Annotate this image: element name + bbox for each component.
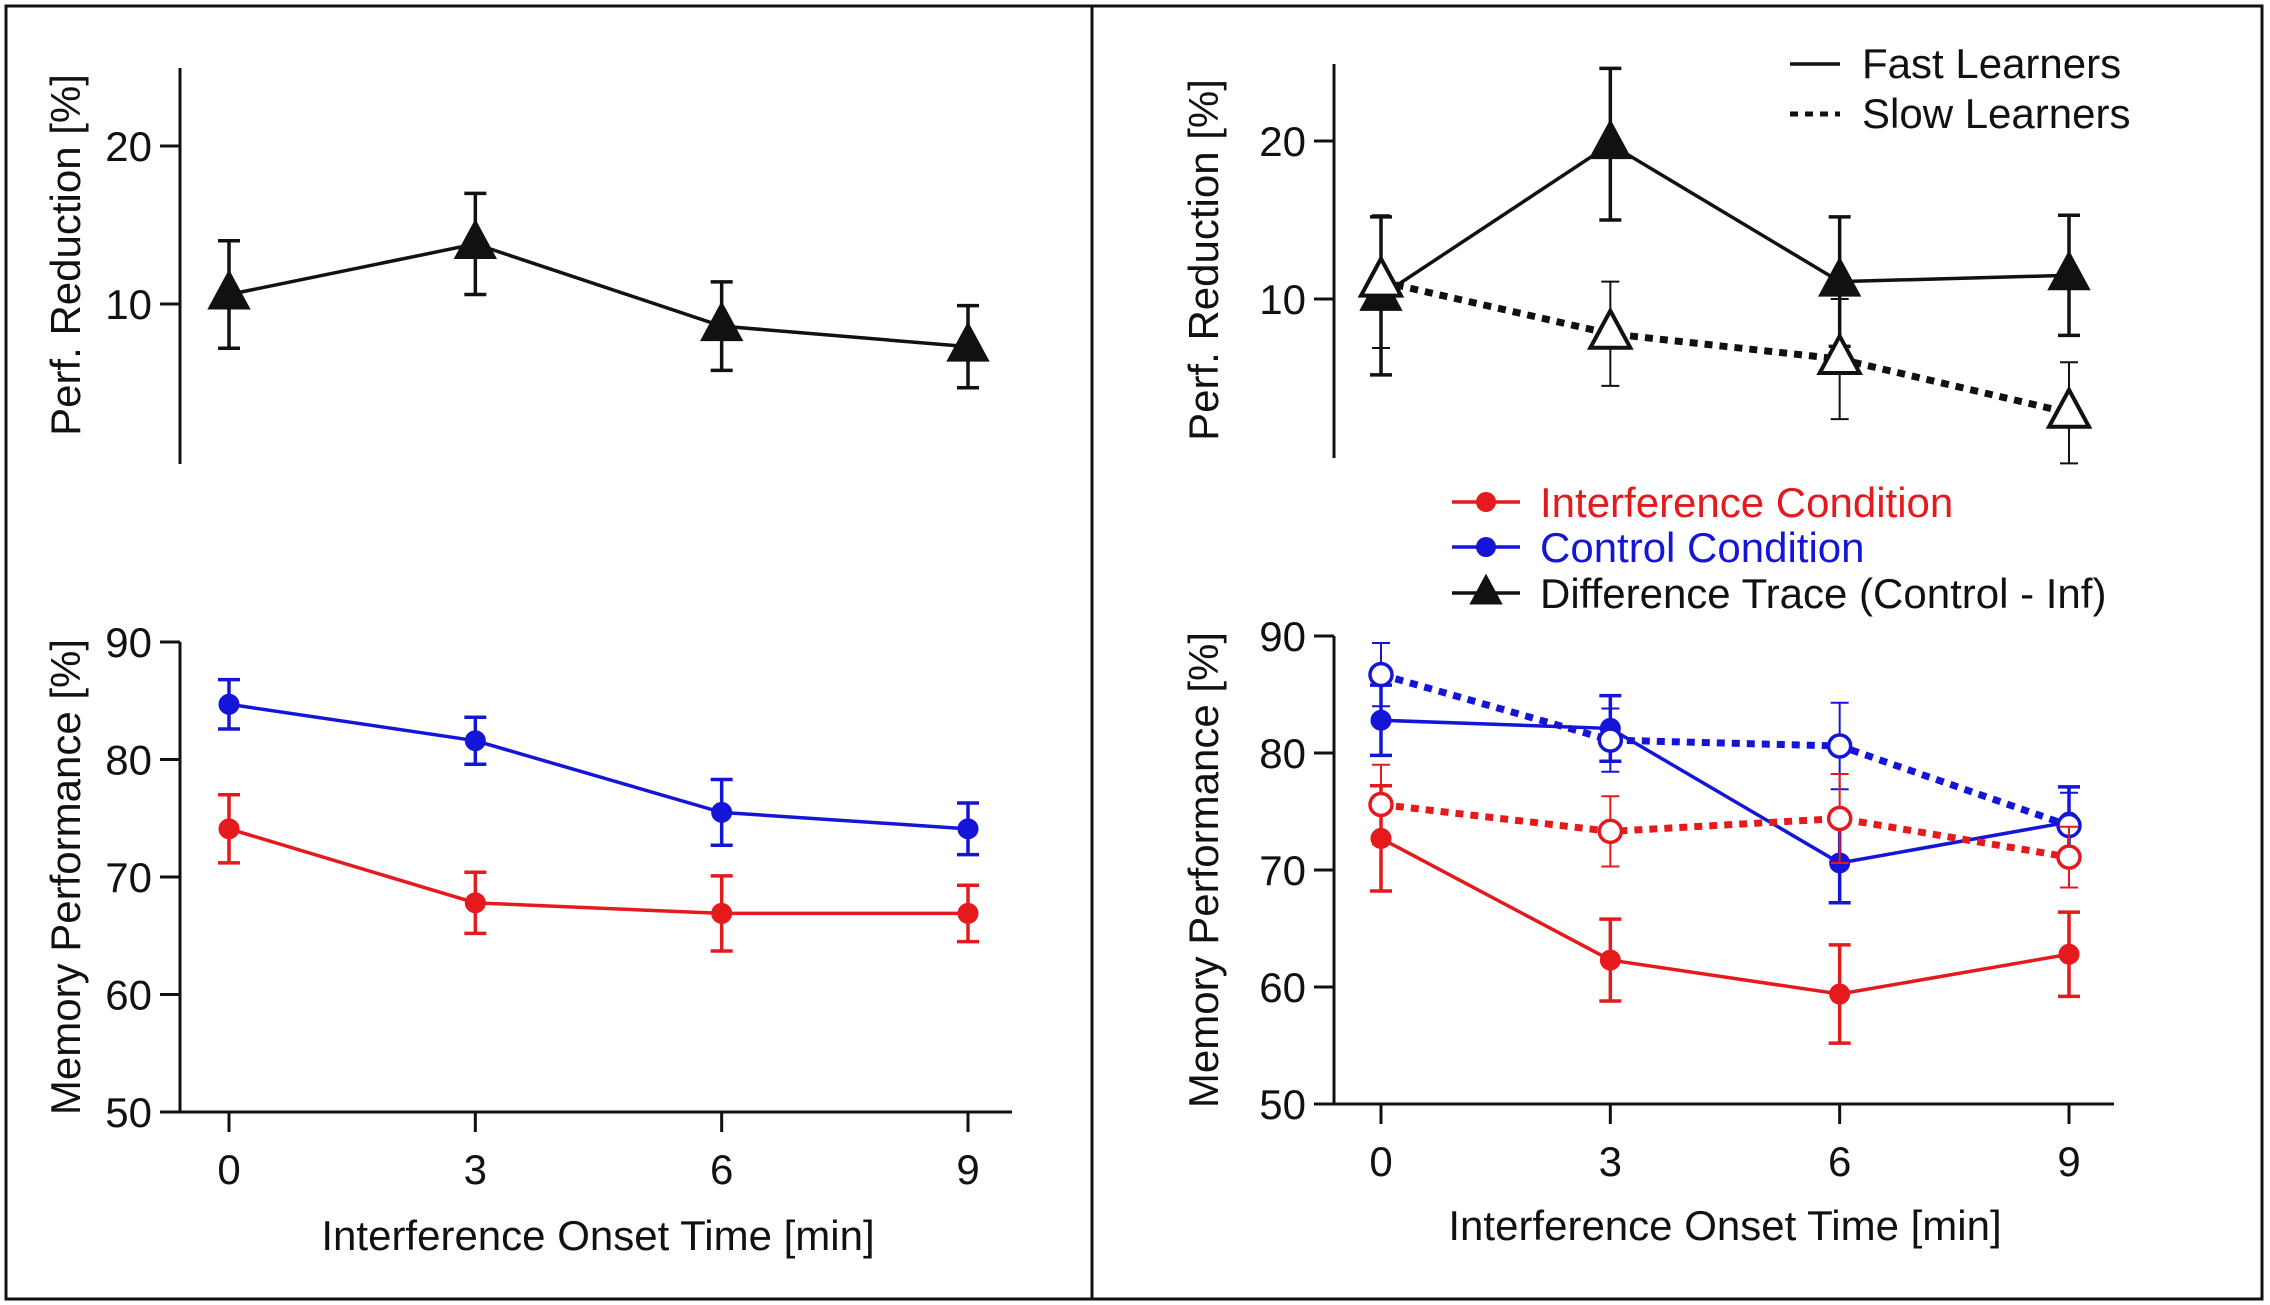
data-point-circle: [1368, 661, 1394, 688]
y-tick-label: 80: [105, 737, 152, 784]
data-point-circle: [1599, 949, 1621, 971]
legend-circle-marker: [1476, 492, 1496, 512]
y-tick-label: 20: [1259, 118, 1306, 165]
y-axis-title: Perf. Reduction [%]: [42, 74, 89, 436]
figure-frame: [4, 4, 2264, 1301]
y-axis-title: Memory Performance [%]: [42, 639, 89, 1115]
data-point-circle: [1826, 805, 1853, 832]
x-tick-label: 9: [2057, 1138, 2080, 1185]
data-point-circle: [464, 892, 486, 914]
data-point-circle: [1597, 727, 1624, 753]
y-tick-label: 10: [1259, 276, 1306, 323]
y-axis-title: Memory Performance [%]: [1180, 632, 1227, 1108]
data-point-triangle: [946, 321, 990, 362]
series-line: [228, 702, 969, 831]
series-line: [1380, 142, 2070, 298]
x-tick-label: 3: [1599, 1138, 1622, 1185]
series-line: [1380, 671, 2071, 829]
x-tick-label: 6: [710, 1146, 733, 1193]
x-tick-label: 6: [1828, 1138, 1851, 1185]
x-tick-label: 3: [464, 1146, 487, 1193]
data-point-triangle: [453, 218, 498, 259]
legend-label: Control Condition: [1540, 524, 1865, 571]
data-point-triangle: [1586, 306, 1634, 350]
data-point-circle: [1826, 733, 1853, 759]
y-axis-title: Perf. Reduction [%]: [1180, 79, 1227, 441]
data-point-circle: [1370, 709, 1392, 731]
panel-left-top-chart: 10 20 Perf. Reduction [%]: [42, 68, 990, 464]
data-point-circle: [1368, 791, 1394, 818]
data-point-circle: [957, 818, 979, 840]
y-tick-label: 90: [1259, 613, 1306, 660]
x-tick-label: 9: [956, 1146, 979, 1193]
series-line: [1380, 801, 2070, 861]
data-point-triangle: [1817, 256, 1862, 297]
data-point-circle: [464, 730, 486, 752]
legend-label: Difference Trace (Control - Inf): [1540, 570, 2106, 617]
panel-right-bottom-chart: 50 60 70 80 90 Memory Performance [%] 0 3 6 9 Inte…: [1180, 613, 2114, 1249]
y-tick-label: 20: [105, 123, 152, 170]
x-tick-label: 0: [217, 1146, 240, 1193]
data-point-circle: [711, 902, 733, 924]
y-tick-label: 10: [105, 281, 152, 328]
data-point-circle: [218, 693, 240, 715]
series-line: [228, 242, 969, 349]
y-tick-label: 90: [105, 619, 152, 666]
panel-right-top-chart: 10 20 Perf. Reduction [%]: [1180, 64, 2093, 465]
series-line: [1380, 278, 2070, 417]
data-point-circle: [1829, 983, 1851, 1005]
data-point-circle: [1597, 818, 1624, 845]
data-point-triangle: [699, 301, 744, 342]
panel-left-bottom-chart: 50 60 70 80 90 Memory Performance [%] 0 3 6 9 Inte…: [42, 619, 1012, 1259]
legend-label: Fast Learners: [1862, 40, 2121, 87]
x-axis-title: Interference Onset Time [min]: [321, 1212, 874, 1259]
data-point-circle: [711, 801, 733, 823]
data-point-circle: [218, 818, 240, 840]
data-point-circle: [2056, 844, 2082, 870]
y-tick-label: 80: [1259, 730, 1306, 777]
series-line: [1380, 718, 2070, 865]
series-line: [228, 827, 968, 916]
x-tick-label: 0: [1369, 1138, 1392, 1185]
x-axis-title: Interference Onset Time [min]: [1448, 1202, 2001, 1249]
data-point-triangle: [1357, 254, 1405, 298]
data-point-circle: [957, 902, 979, 924]
data-point-triangle: [1588, 119, 1633, 160]
y-tick-label: 70: [105, 854, 152, 901]
y-tick-label: 50: [1259, 1081, 1306, 1128]
y-tick-label: 50: [105, 1089, 152, 1136]
data-point-triangle: [1816, 331, 1864, 376]
legend-circle-marker: [1476, 537, 1496, 557]
legend-label: Slow Learners: [1862, 90, 2130, 137]
legend-triangle-marker: [1469, 573, 1503, 605]
series-line: [1380, 836, 2070, 996]
data-point-triangle: [2045, 385, 2093, 429]
y-tick-label: 70: [1259, 847, 1306, 894]
legend-label: Interference Condition: [1540, 479, 1953, 526]
y-tick-label: 60: [1259, 964, 1306, 1011]
y-tick-label: 60: [105, 972, 152, 1019]
data-point-triangle: [2047, 250, 2091, 291]
data-point-circle: [2058, 943, 2080, 965]
data-point-triangle: [207, 269, 251, 310]
